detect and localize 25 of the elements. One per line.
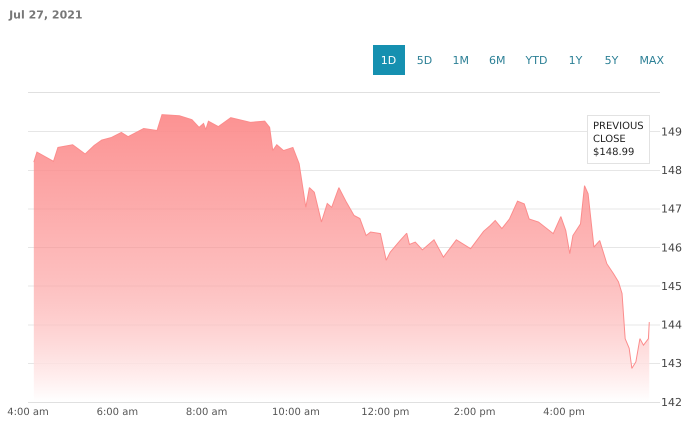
annotation: PREVIOUS CLOSE $148.99 <box>593 121 644 158</box>
text: 1D <box>372 45 405 75</box>
text: 1M <box>444 45 478 75</box>
y-tick-label: 149 <box>661 125 682 138</box>
x-tick-label: 10:00 am <box>272 407 320 418</box>
y-tick-label: 143 <box>661 357 682 370</box>
text: YTD <box>518 45 556 75</box>
text: 5D <box>408 45 441 75</box>
y-tick-label: 148 <box>661 164 682 178</box>
text: 6M <box>481 45 514 75</box>
text: MAX <box>631 45 672 75</box>
y-tick-label: 146 <box>661 241 682 254</box>
y-tick-label: 147 <box>661 202 682 216</box>
text: 1Y <box>559 45 592 75</box>
x-tick-label: 8:00 am <box>186 407 228 418</box>
x-tick-label: 4:00 am <box>7 407 49 418</box>
x-tick-label: 12:00 pm <box>361 407 410 418</box>
x-tick-label: 2:00 pm <box>454 407 496 418</box>
chart-title: Jul 27, 2021 <box>8 8 83 22</box>
text: 5Y <box>595 45 628 75</box>
y-tick-label: 142 <box>661 396 682 409</box>
x-tick-label: 4:00 pm <box>543 407 585 418</box>
y-tick-label: 144 <box>661 318 682 332</box>
x-tick-label: 6:00 am <box>96 407 138 418</box>
y-tick-label: 145 <box>661 280 682 293</box>
